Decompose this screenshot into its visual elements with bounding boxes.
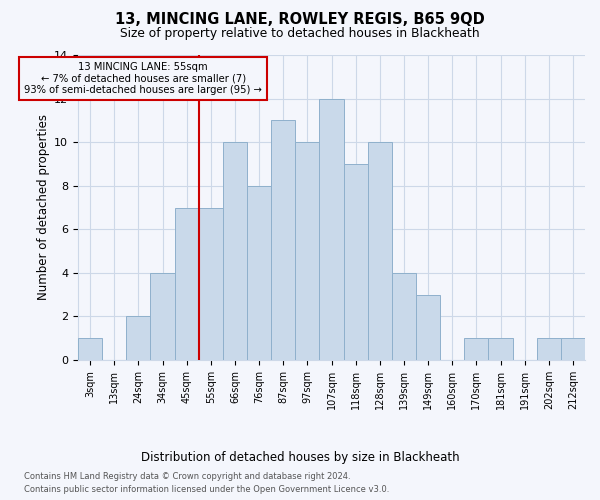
Bar [271,120,295,360]
Bar [416,294,440,360]
Bar [151,273,175,360]
Bar [561,338,585,360]
Text: Contains public sector information licensed under the Open Government Licence v3: Contains public sector information licen… [24,485,389,494]
Bar [247,186,271,360]
Text: Distribution of detached houses by size in Blackheath: Distribution of detached houses by size … [140,451,460,464]
Bar [464,338,488,360]
Bar [223,142,247,360]
Bar [295,142,319,360]
Bar [344,164,368,360]
Bar [199,208,223,360]
Y-axis label: Number of detached properties: Number of detached properties [37,114,50,300]
Bar [368,142,392,360]
Bar [126,316,151,360]
Text: 13, MINCING LANE, ROWLEY REGIS, B65 9QD: 13, MINCING LANE, ROWLEY REGIS, B65 9QD [115,12,485,26]
Bar [175,208,199,360]
Bar [78,338,102,360]
Bar [392,273,416,360]
Bar [488,338,512,360]
Bar [537,338,561,360]
Text: Contains HM Land Registry data © Crown copyright and database right 2024.: Contains HM Land Registry data © Crown c… [24,472,350,481]
Bar [319,98,344,360]
Text: Size of property relative to detached houses in Blackheath: Size of property relative to detached ho… [120,28,480,40]
Text: 13 MINCING LANE: 55sqm
← 7% of detached houses are smaller (7)
93% of semi-detac: 13 MINCING LANE: 55sqm ← 7% of detached … [24,62,262,94]
